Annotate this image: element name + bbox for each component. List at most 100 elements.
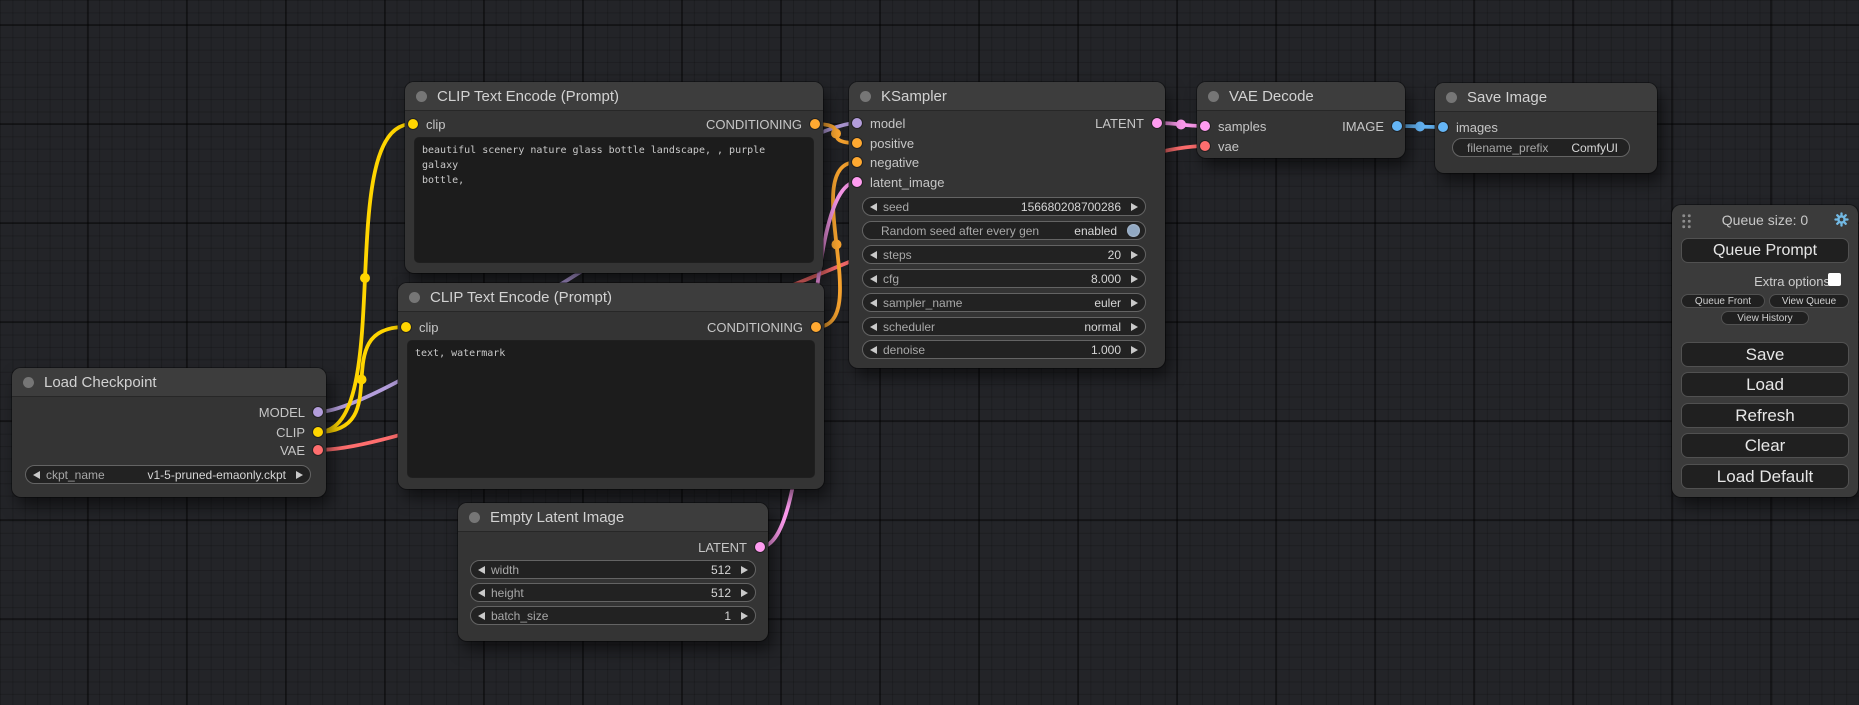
drag-handle-icon[interactable]	[1681, 213, 1692, 229]
node-load-checkpoint[interactable]: Load Checkpoint MODEL CLIP VAE ckpt_name…	[12, 368, 326, 497]
node-ksampler[interactable]: KSampler model positive negative latent_…	[849, 82, 1165, 368]
increment-arrow-icon[interactable]	[296, 470, 303, 479]
decrement-arrow-icon[interactable]	[870, 345, 877, 354]
image-port-icon[interactable]	[1392, 121, 1402, 131]
increment-arrow-icon[interactable]	[1131, 322, 1138, 331]
latent-port-icon[interactable]	[852, 177, 862, 187]
input-port-vae[interactable]: vae	[1200, 139, 1239, 154]
refresh-button[interactable]: Refresh	[1681, 403, 1849, 428]
output-port-model[interactable]: MODEL	[259, 405, 323, 420]
denoise-widget[interactable]: denoise 1.000	[862, 340, 1146, 359]
increment-arrow-icon[interactable]	[1131, 298, 1138, 307]
load-default-button[interactable]: Load Default	[1681, 464, 1849, 489]
output-port-conditioning[interactable]: CONDITIONING	[706, 117, 820, 132]
steps-widget[interactable]: steps 20	[862, 245, 1146, 264]
node-empty-latent-image[interactable]: Empty Latent Image LATENT width 512 heig…	[458, 503, 768, 641]
vae-port-icon[interactable]	[313, 445, 323, 455]
extra-options-checkbox[interactable]	[1828, 273, 1841, 286]
node-titlebar[interactable]: Save Image	[1435, 83, 1657, 111]
node-titlebar[interactable]: Empty Latent Image	[458, 503, 768, 531]
decrement-arrow-icon[interactable]	[870, 298, 877, 307]
increment-arrow-icon[interactable]	[741, 588, 748, 597]
clip-port-icon[interactable]	[408, 119, 418, 129]
view-queue-button[interactable]: View Queue	[1769, 294, 1849, 308]
node-vae-decode[interactable]: VAE Decode samples vae IMAGE	[1197, 82, 1405, 158]
decrement-arrow-icon[interactable]	[870, 250, 877, 259]
input-port-positive[interactable]: positive	[852, 136, 914, 151]
input-port-clip[interactable]: clip	[408, 117, 446, 132]
collapse-dot-icon[interactable]	[1208, 90, 1219, 102]
decrement-arrow-icon[interactable]	[870, 274, 877, 283]
collapse-dot-icon[interactable]	[416, 90, 427, 102]
output-port-clip[interactable]: CLIP	[276, 425, 323, 440]
conditioning-port-icon[interactable]	[852, 157, 862, 167]
input-port-clip[interactable]: clip	[401, 320, 439, 335]
node-clip-text-encode-negative[interactable]: CLIP Text Encode (Prompt) clip CONDITION…	[398, 283, 824, 489]
view-history-button[interactable]: View History	[1721, 311, 1809, 325]
collapse-dot-icon[interactable]	[23, 376, 34, 388]
conditioning-port-icon[interactable]	[852, 138, 862, 148]
node-titlebar[interactable]: Load Checkpoint	[12, 368, 326, 396]
decrement-arrow-icon[interactable]	[478, 611, 485, 620]
conditioning-port-icon[interactable]	[811, 322, 821, 332]
increment-arrow-icon[interactable]	[741, 611, 748, 620]
output-port-latent[interactable]: LATENT	[698, 540, 765, 555]
height-widget[interactable]: height 512	[470, 583, 756, 602]
conditioning-port-icon[interactable]	[810, 119, 820, 129]
output-port-image[interactable]: IMAGE	[1342, 119, 1402, 134]
decrement-arrow-icon[interactable]	[478, 565, 485, 574]
output-port-vae[interactable]: VAE	[280, 443, 323, 458]
node-titlebar[interactable]: CLIP Text Encode (Prompt)	[405, 82, 823, 110]
decrement-arrow-icon[interactable]	[870, 202, 877, 211]
ckpt-name-widget[interactable]: ckpt_name v1-5-pruned-emaonly.ckpt	[25, 465, 311, 484]
image-port-icon[interactable]	[1438, 122, 1448, 132]
toggle-knob-icon[interactable]	[1127, 224, 1140, 237]
model-port-icon[interactable]	[313, 407, 323, 417]
decrement-arrow-icon[interactable]	[478, 588, 485, 597]
clip-port-icon[interactable]	[401, 322, 411, 332]
node-titlebar[interactable]: CLIP Text Encode (Prompt)	[398, 283, 824, 311]
positive-prompt-textarea[interactable]: beautiful scenery nature glass bottle la…	[415, 138, 813, 262]
node-titlebar[interactable]: VAE Decode	[1197, 82, 1405, 110]
load-button[interactable]: Load	[1681, 372, 1849, 397]
batch-size-widget[interactable]: batch_size 1	[470, 606, 756, 625]
scheduler-widget[interactable]: scheduler normal	[862, 317, 1146, 336]
seed-widget[interactable]: seed 156680208700286	[862, 197, 1146, 216]
increment-arrow-icon[interactable]	[1131, 250, 1138, 259]
queue-prompt-button[interactable]: Queue Prompt	[1681, 238, 1849, 263]
increment-arrow-icon[interactable]	[1131, 202, 1138, 211]
latent-port-icon[interactable]	[755, 542, 765, 552]
latent-port-icon[interactable]	[1200, 121, 1210, 131]
collapse-dot-icon[interactable]	[469, 511, 480, 523]
node-clip-text-encode-positive[interactable]: CLIP Text Encode (Prompt) clip CONDITION…	[405, 82, 823, 273]
decrement-arrow-icon[interactable]	[33, 470, 40, 479]
latent-port-icon[interactable]	[1152, 118, 1162, 128]
width-widget[interactable]: width 512	[470, 560, 756, 579]
input-port-model[interactable]: model	[852, 116, 905, 131]
clear-button[interactable]: Clear	[1681, 433, 1849, 458]
input-port-negative[interactable]: negative	[852, 155, 919, 170]
queue-front-button[interactable]: Queue Front	[1681, 294, 1765, 308]
increment-arrow-icon[interactable]	[1131, 345, 1138, 354]
model-port-icon[interactable]	[852, 118, 862, 128]
collapse-dot-icon[interactable]	[860, 90, 871, 102]
save-button[interactable]: Save	[1681, 342, 1849, 367]
settings-gear-icon[interactable]	[1833, 211, 1850, 228]
input-port-samples[interactable]: samples	[1200, 119, 1266, 134]
filename-prefix-widget[interactable]: filename_prefix ComfyUI	[1452, 138, 1630, 157]
negative-prompt-textarea[interactable]: text, watermark	[408, 341, 814, 477]
output-port-conditioning[interactable]: CONDITIONING	[707, 320, 821, 335]
node-titlebar[interactable]: KSampler	[849, 82, 1165, 110]
sampler-name-widget[interactable]: sampler_name euler	[862, 293, 1146, 312]
clip-port-icon[interactable]	[313, 427, 323, 437]
input-port-latent-image[interactable]: latent_image	[852, 175, 944, 190]
decrement-arrow-icon[interactable]	[870, 322, 877, 331]
node-save-image[interactable]: Save Image images filename_prefix ComfyU…	[1435, 83, 1657, 173]
collapse-dot-icon[interactable]	[409, 291, 420, 303]
cfg-widget[interactable]: cfg 8.000	[862, 269, 1146, 288]
output-port-latent[interactable]: LATENT	[1095, 116, 1162, 131]
increment-arrow-icon[interactable]	[741, 565, 748, 574]
vae-port-icon[interactable]	[1200, 141, 1210, 151]
input-port-images[interactable]: images	[1438, 120, 1498, 135]
increment-arrow-icon[interactable]	[1131, 274, 1138, 283]
